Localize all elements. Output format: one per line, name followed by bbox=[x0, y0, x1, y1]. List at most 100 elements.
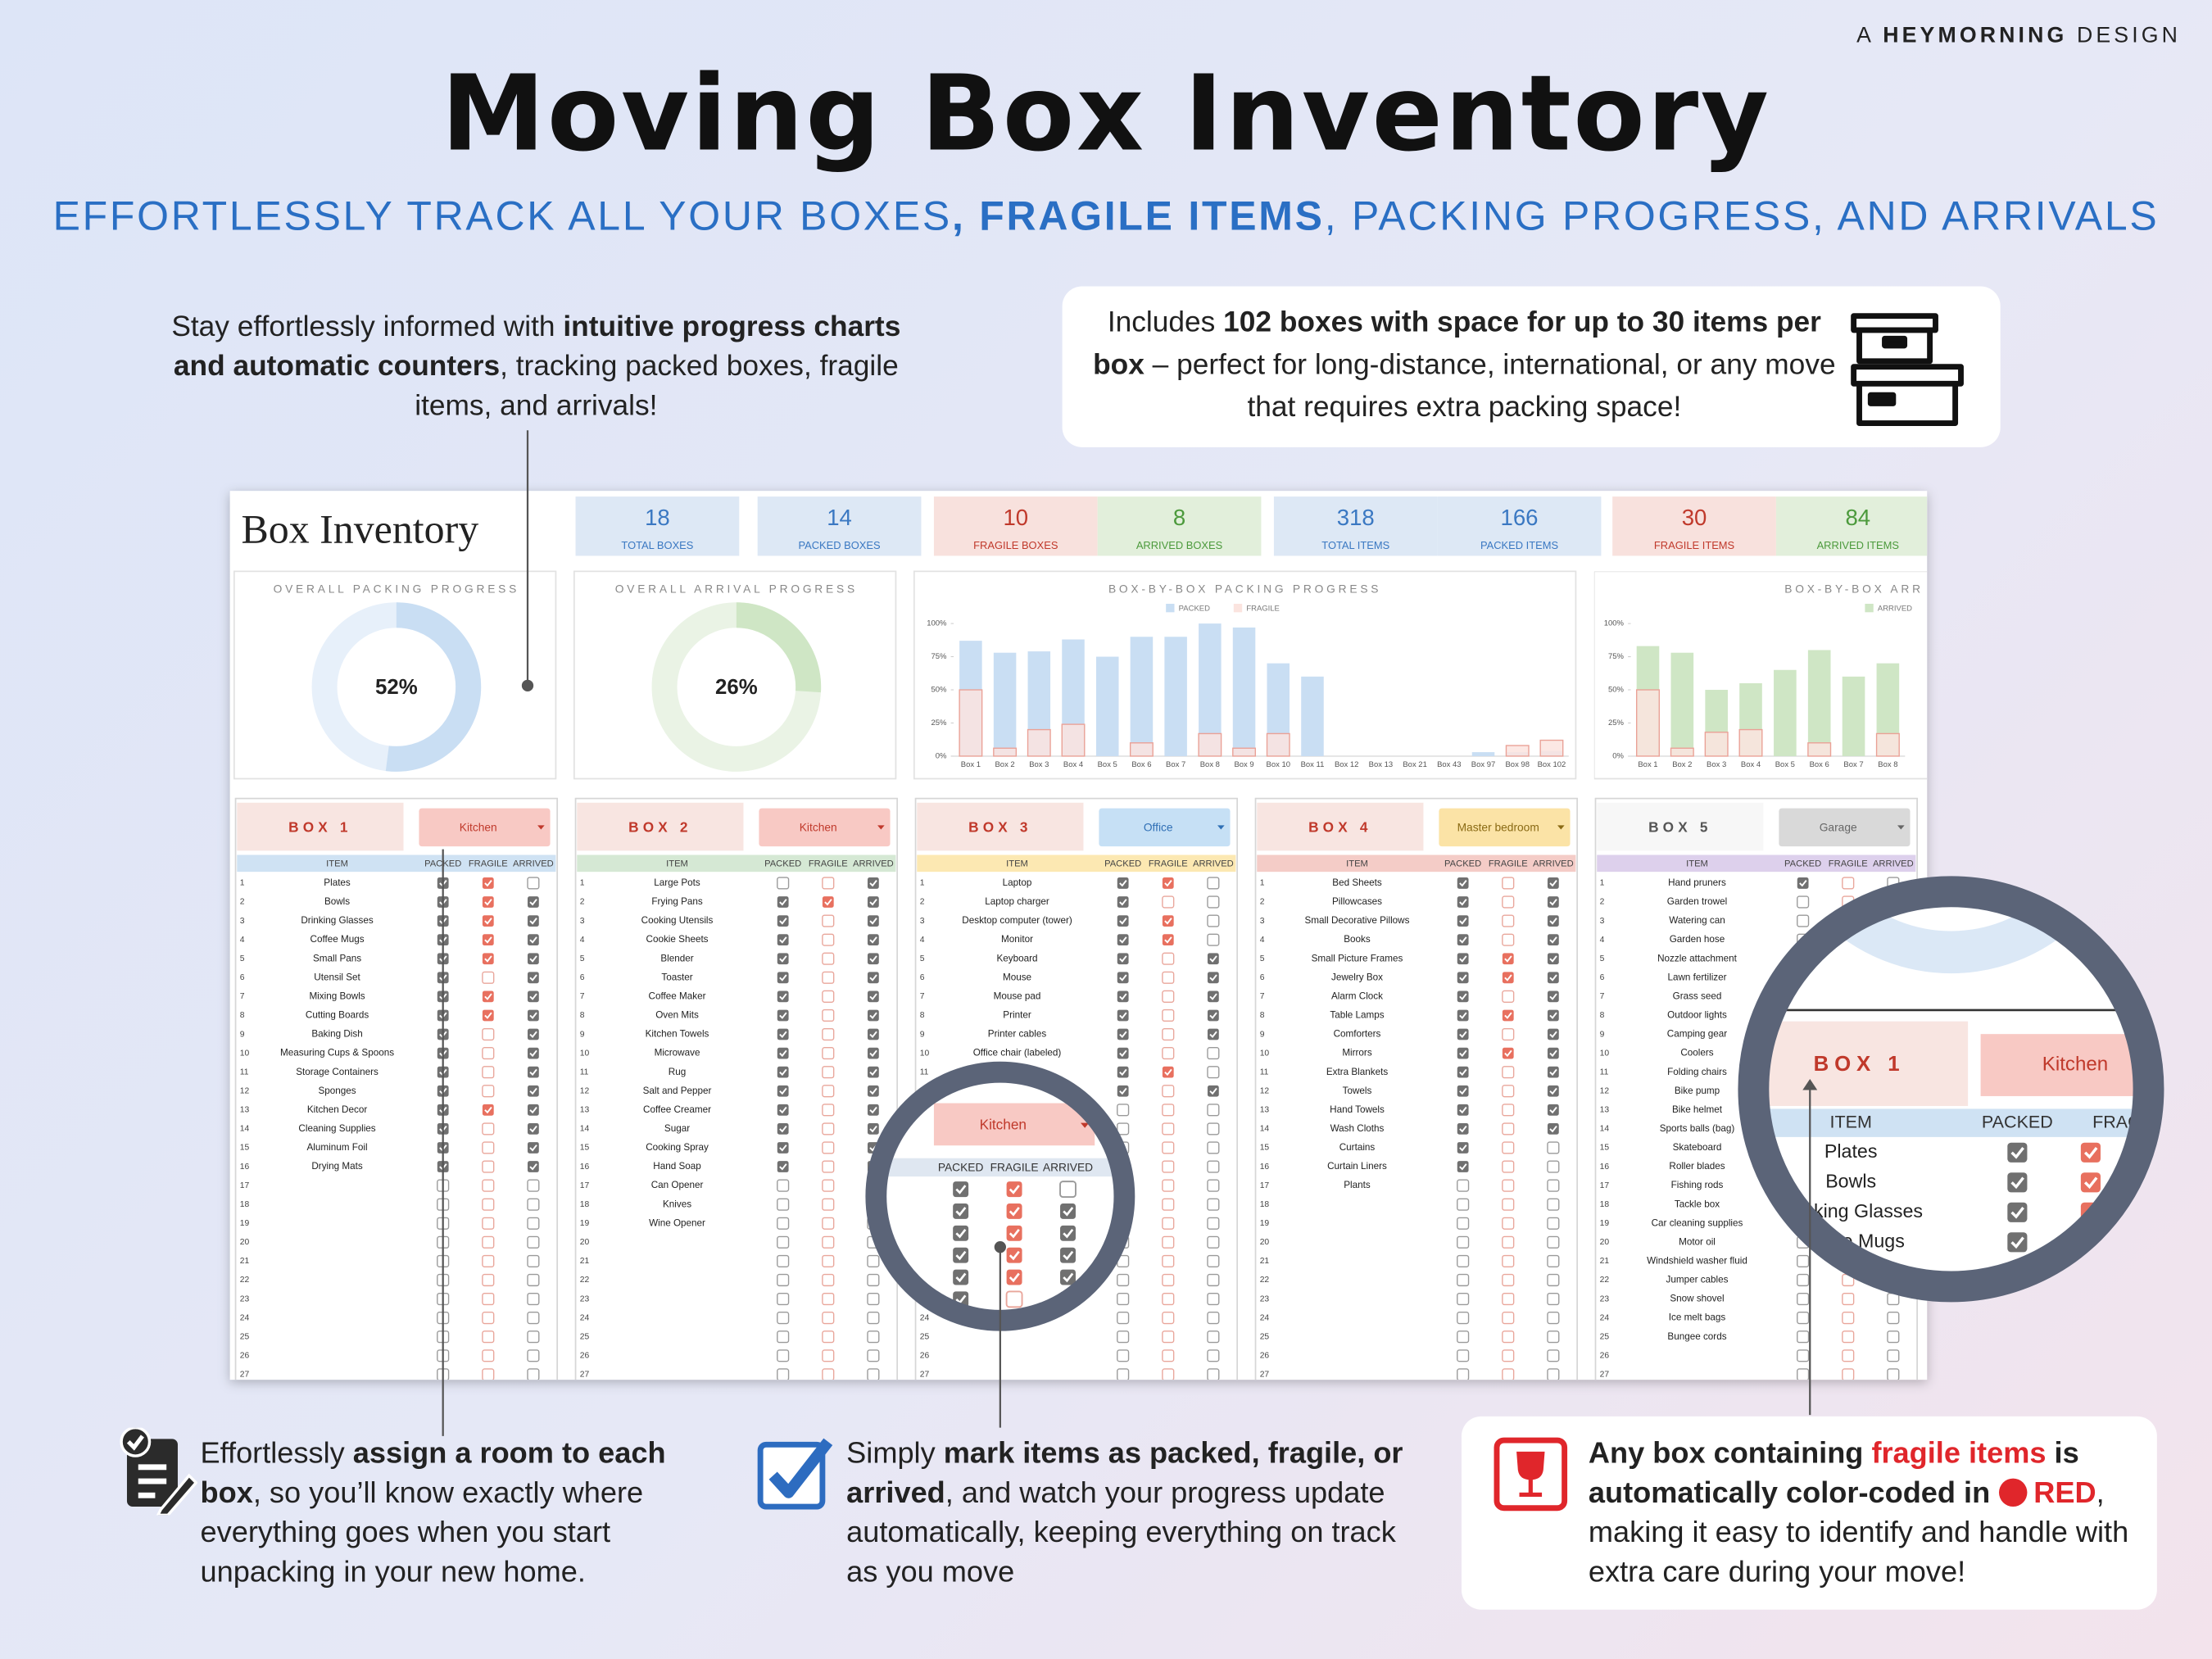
row-number: 10 bbox=[1600, 1049, 1610, 1058]
item-name: Coffee Mugs bbox=[310, 934, 365, 945]
checkbox-frame bbox=[1457, 990, 1469, 1003]
checkbox-frame bbox=[482, 1217, 495, 1230]
row-number: 26 bbox=[1600, 1352, 1610, 1361]
checkbox-frame bbox=[777, 990, 789, 1003]
checkbox bbox=[822, 990, 835, 1003]
checkbox bbox=[867, 896, 879, 908]
x-tick-label: Box 43 bbox=[1437, 760, 1461, 769]
checkbox bbox=[1457, 1066, 1469, 1078]
check-tick bbox=[1549, 974, 1557, 981]
stat-label: FRAGILE ITEMS bbox=[1654, 539, 1735, 551]
checkbox bbox=[777, 915, 789, 927]
checkbox bbox=[1162, 1104, 1175, 1117]
checkbox-frame bbox=[1547, 1047, 1559, 1059]
checkbox bbox=[1207, 1160, 1220, 1173]
column-label: ITEM bbox=[326, 859, 348, 869]
checkbox-frame bbox=[1457, 1161, 1469, 1172]
checkbox bbox=[867, 1330, 880, 1344]
row-number: 8 bbox=[1260, 1011, 1265, 1020]
room-label: Kitchen bbox=[460, 821, 497, 833]
checkbox-frame bbox=[1502, 1312, 1515, 1325]
item-name: Small Picture Frames bbox=[1312, 953, 1403, 963]
stat-tile bbox=[1273, 496, 1438, 556]
checkbox-frame bbox=[822, 1104, 835, 1117]
checkbox-frame bbox=[482, 1235, 495, 1249]
checkbox bbox=[527, 1179, 540, 1192]
row-number: 11 bbox=[1260, 1067, 1269, 1077]
checkbox-frame bbox=[1117, 953, 1129, 965]
row-number: 11 bbox=[920, 1067, 929, 1077]
checkbox bbox=[822, 1160, 835, 1173]
checkbox bbox=[1547, 1028, 1559, 1040]
checkbox bbox=[1207, 1312, 1220, 1325]
checkbox-frame bbox=[1207, 1141, 1220, 1154]
checkbox bbox=[777, 1123, 789, 1135]
row-number: 17 bbox=[1600, 1181, 1610, 1190]
checkbox bbox=[1547, 1235, 1560, 1249]
checkbox bbox=[528, 1009, 539, 1022]
checkbox bbox=[1207, 953, 1219, 965]
row-number: 20 bbox=[1600, 1238, 1610, 1247]
checkbox bbox=[1797, 1273, 1810, 1287]
x-tick-label: Box 4 bbox=[1741, 760, 1761, 769]
stat-tile bbox=[1612, 496, 1776, 556]
check-tick bbox=[1119, 993, 1127, 1000]
check-tick bbox=[869, 993, 877, 1000]
checkbox bbox=[527, 1254, 540, 1267]
item-name: Toaster bbox=[661, 972, 692, 982]
checkbox-frame bbox=[867, 990, 879, 1003]
checkbox bbox=[528, 1104, 539, 1116]
stat-tile bbox=[933, 496, 1098, 556]
x-tick-label: Box 7 bbox=[1843, 760, 1863, 769]
checkbox bbox=[1797, 914, 1810, 927]
bar bbox=[1505, 745, 1530, 757]
item-name: Jumper cables bbox=[1666, 1275, 1728, 1285]
checkbox bbox=[1797, 1254, 1810, 1267]
checkbox-frame bbox=[482, 971, 495, 984]
check-tick bbox=[484, 880, 492, 887]
checkbox bbox=[1117, 934, 1129, 946]
checkbox-frame bbox=[482, 877, 494, 889]
checkbox bbox=[482, 1273, 495, 1287]
checkbox-frame bbox=[1207, 1122, 1220, 1135]
stat-tile bbox=[1437, 496, 1602, 556]
row-number: 22 bbox=[1260, 1276, 1270, 1285]
fragile-icon bbox=[1494, 1437, 1568, 1512]
checkbox-frame bbox=[1547, 1028, 1559, 1040]
check-tick bbox=[1119, 1012, 1127, 1019]
checkbox bbox=[1887, 1312, 1900, 1325]
checkbox bbox=[822, 952, 835, 965]
sheet-title: Box Inventory bbox=[241, 506, 478, 551]
checkbox-frame bbox=[1457, 1292, 1470, 1306]
checkbox-frame bbox=[2007, 1292, 2027, 1312]
checkbox-frame bbox=[1117, 1104, 1130, 1117]
column-label: PACKED bbox=[1444, 859, 1481, 869]
checkbox-frame bbox=[1162, 877, 1174, 889]
checkbox bbox=[1502, 1292, 1515, 1306]
item-name: Blender bbox=[660, 953, 693, 963]
item-name: Sugar bbox=[664, 1123, 690, 1134]
legend-label: PACKED bbox=[1179, 605, 1210, 614]
checkbox-frame bbox=[1457, 934, 1469, 946]
check-tick bbox=[1119, 1049, 1127, 1058]
row-number: 11 bbox=[240, 1067, 249, 1077]
checkbox-frame bbox=[1006, 1181, 1022, 1198]
checkbox bbox=[822, 914, 835, 927]
row-number: 5 bbox=[1260, 954, 1265, 963]
checkbox-frame bbox=[822, 1312, 835, 1325]
checkbox bbox=[1117, 1085, 1129, 1097]
check-tick bbox=[1209, 974, 1217, 981]
row-number: 6 bbox=[580, 973, 585, 982]
checkbox bbox=[1207, 1292, 1220, 1306]
check-tick bbox=[1209, 1087, 1217, 1095]
checkbox bbox=[482, 1027, 495, 1041]
checkbox-frame bbox=[1502, 1217, 1515, 1230]
room-label: Office bbox=[1144, 821, 1173, 833]
row-number: 5 bbox=[1600, 954, 1605, 963]
checkbox-frame bbox=[527, 1292, 540, 1306]
checkbox-frame bbox=[1207, 1028, 1219, 1040]
item-name: Printer cables bbox=[988, 1029, 1047, 1040]
bar bbox=[993, 747, 1018, 757]
page-title: Moving Box Inventory bbox=[441, 53, 1771, 175]
checkbox bbox=[822, 1198, 835, 1211]
